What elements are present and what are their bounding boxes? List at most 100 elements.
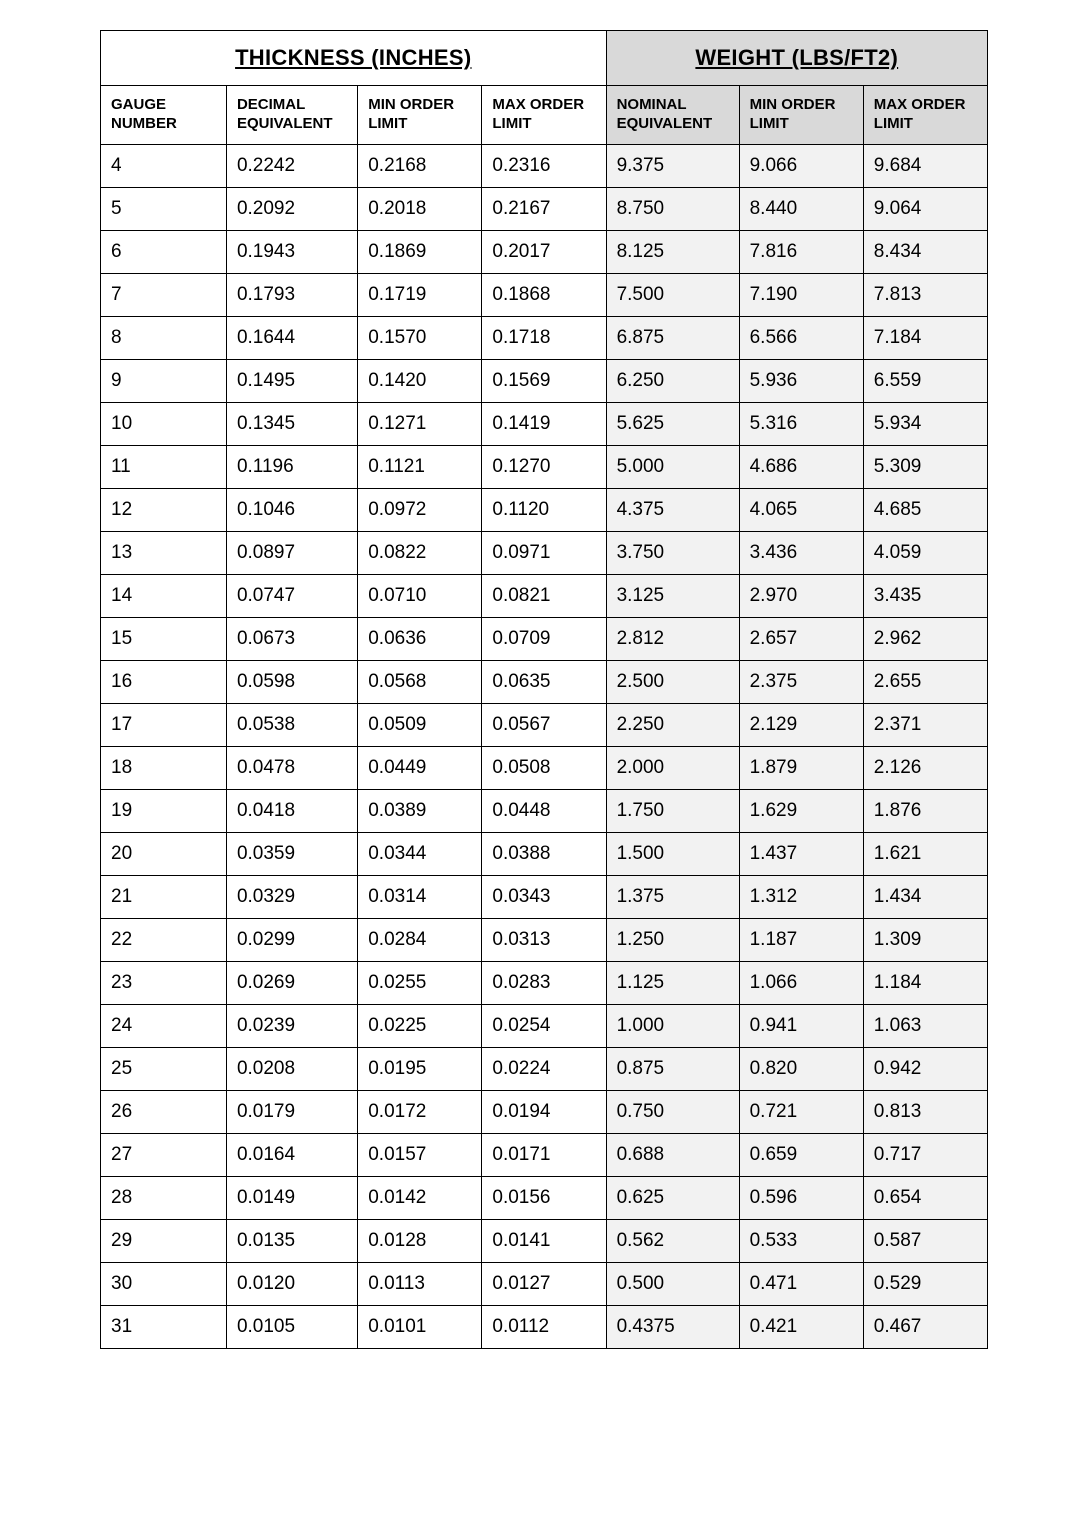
table-cell: 0.0269 (226, 961, 357, 1004)
table-cell: 14 (101, 574, 227, 617)
table-cell: 5.316 (739, 402, 863, 445)
table-cell: 0.533 (739, 1219, 863, 1262)
table-cell: 0.0972 (358, 488, 482, 531)
table-cell: 0.0208 (226, 1047, 357, 1090)
table-cell: 0.0149 (226, 1176, 357, 1219)
table-cell: 2.812 (606, 617, 739, 660)
table-cell: 29 (101, 1219, 227, 1262)
table-cell: 4 (101, 144, 227, 187)
table-cell: 30 (101, 1262, 227, 1305)
table-cell: 0.467 (863, 1305, 987, 1348)
table-cell: 0.0164 (226, 1133, 357, 1176)
table-cell: 1.000 (606, 1004, 739, 1047)
table-row: 120.10460.09720.11204.3754.0654.685 (101, 488, 988, 531)
table-cell: 1.187 (739, 918, 863, 961)
table-cell: 0.625 (606, 1176, 739, 1219)
table-cell: 0.0568 (358, 660, 482, 703)
table-cell: 9 (101, 359, 227, 402)
table-cell: 1.750 (606, 789, 739, 832)
table-cell: 0.0313 (482, 918, 606, 961)
table-cell: 0.0120 (226, 1262, 357, 1305)
table-cell: 0.717 (863, 1133, 987, 1176)
table-cell: 0.2167 (482, 187, 606, 230)
table-cell: 28 (101, 1176, 227, 1219)
col-max-order-limit-wt: MAX ORDER LIMIT (863, 86, 987, 145)
table-cell: 21 (101, 875, 227, 918)
table-cell: 9.684 (863, 144, 987, 187)
table-cell: 0.1345 (226, 402, 357, 445)
table-cell: 0.2018 (358, 187, 482, 230)
table-cell: 0.0135 (226, 1219, 357, 1262)
table-cell: 2.655 (863, 660, 987, 703)
table-cell: 0.1120 (482, 488, 606, 531)
group-header-thickness: THICKNESS (INCHES) (101, 31, 607, 86)
table-cell: 5.000 (606, 445, 739, 488)
table-cell: 4.065 (739, 488, 863, 531)
table-row: 160.05980.05680.06352.5002.3752.655 (101, 660, 988, 703)
table-cell: 0.1271 (358, 402, 482, 445)
table-cell: 0.1419 (482, 402, 606, 445)
table-cell: 22 (101, 918, 227, 961)
table-cell: 3.125 (606, 574, 739, 617)
table-cell: 5 (101, 187, 227, 230)
table-row: 90.14950.14200.15696.2505.9366.559 (101, 359, 988, 402)
table-cell: 0.0418 (226, 789, 357, 832)
table-cell: 0.0171 (482, 1133, 606, 1176)
table-cell: 12 (101, 488, 227, 531)
table-cell: 0.0283 (482, 961, 606, 1004)
table-cell: 0.688 (606, 1133, 739, 1176)
table-cell: 1.375 (606, 875, 739, 918)
table-cell: 8.750 (606, 187, 739, 230)
table-cell: 0.1718 (482, 316, 606, 359)
table-row: 210.03290.03140.03431.3751.3121.434 (101, 875, 988, 918)
table-cell: 7 (101, 273, 227, 316)
table-cell: 0.0225 (358, 1004, 482, 1047)
table-row: 170.05380.05090.05672.2502.1292.371 (101, 703, 988, 746)
table-cell: 0.596 (739, 1176, 863, 1219)
table-row: 190.04180.03890.04481.7501.6291.876 (101, 789, 988, 832)
table-cell: 8 (101, 316, 227, 359)
table-cell: 0.941 (739, 1004, 863, 1047)
table-cell: 0.587 (863, 1219, 987, 1262)
table-cell: 0.0127 (482, 1262, 606, 1305)
table-row: 180.04780.04490.05082.0001.8792.126 (101, 746, 988, 789)
table-cell: 1.500 (606, 832, 739, 875)
table-cell: 0.0172 (358, 1090, 482, 1133)
table-cell: 6.250 (606, 359, 739, 402)
table-cell: 16 (101, 660, 227, 703)
table-cell: 0.562 (606, 1219, 739, 1262)
table-cell: 0.0747 (226, 574, 357, 617)
table-cell: 27 (101, 1133, 227, 1176)
table-cell: 0.1793 (226, 273, 357, 316)
table-cell: 10 (101, 402, 227, 445)
col-gauge-number: GAUGE NUMBER (101, 86, 227, 145)
table-cell: 0.0538 (226, 703, 357, 746)
table-cell: 4.375 (606, 488, 739, 531)
table-cell: 0.0673 (226, 617, 357, 660)
table-cell: 2.500 (606, 660, 739, 703)
table-cell: 0.0971 (482, 531, 606, 574)
table-cell: 0.421 (739, 1305, 863, 1348)
table-cell: 5.625 (606, 402, 739, 445)
table-cell: 0.0195 (358, 1047, 482, 1090)
table-cell: 6.566 (739, 316, 863, 359)
table-row: 290.01350.01280.01410.5620.5330.587 (101, 1219, 988, 1262)
table-cell: 20 (101, 832, 227, 875)
table-cell: 5.309 (863, 445, 987, 488)
table-cell: 0.0224 (482, 1047, 606, 1090)
table-cell: 9.066 (739, 144, 863, 187)
table-row: 80.16440.15700.17186.8756.5667.184 (101, 316, 988, 359)
table-cell: 0.0388 (482, 832, 606, 875)
table-cell: 0.942 (863, 1047, 987, 1090)
table-cell: 25 (101, 1047, 227, 1090)
table-cell: 0.0822 (358, 531, 482, 574)
table-cell: 6.559 (863, 359, 987, 402)
table-cell: 1.063 (863, 1004, 987, 1047)
table-cell: 0.0821 (482, 574, 606, 617)
table-row: 130.08970.08220.09713.7503.4364.059 (101, 531, 988, 574)
table-cell: 0.0329 (226, 875, 357, 918)
table-cell: 2.129 (739, 703, 863, 746)
table-cell: 11 (101, 445, 227, 488)
table-cell: 6 (101, 230, 227, 273)
table-cell: 17 (101, 703, 227, 746)
